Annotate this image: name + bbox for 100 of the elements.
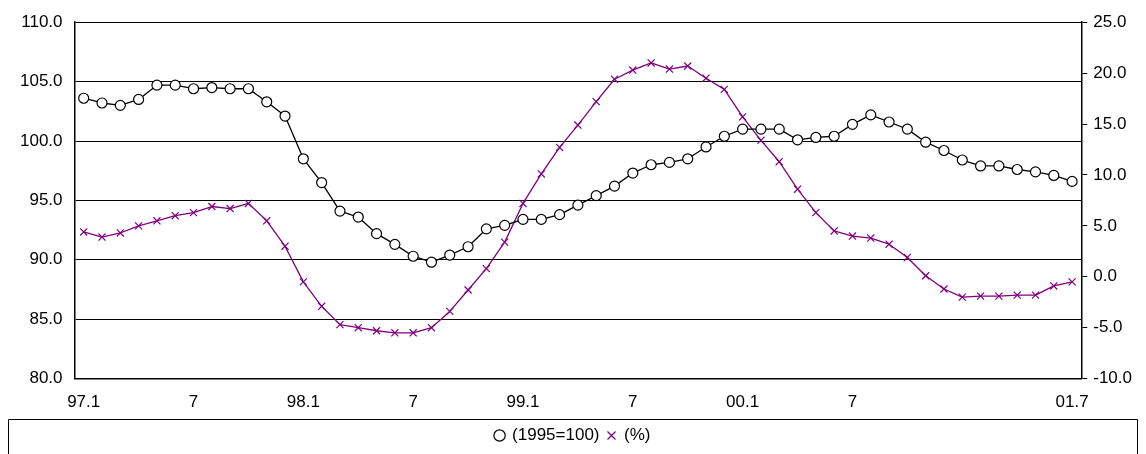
point [537,169,546,179]
point [407,250,419,262]
point [592,97,601,106]
y-tick-label: 90.0 [29,249,63,269]
point [920,136,932,148]
y2-tick-label: 5.0 [1093,215,1117,235]
point [866,233,875,243]
point [171,211,180,220]
point [225,204,235,213]
point [646,58,656,68]
point [500,238,509,247]
point [608,180,621,192]
point [114,99,126,111]
point [482,264,491,273]
point [738,112,747,122]
point [884,240,894,249]
point [152,216,162,225]
point [354,323,363,332]
point [974,160,987,172]
point [1031,290,1040,300]
point [1011,163,1023,176]
x-tick-label: 01.7 [1055,392,1089,412]
point [701,74,711,83]
point [883,116,895,128]
point [810,131,822,144]
point [939,284,949,294]
point [261,96,273,108]
point [78,92,90,104]
point [773,123,785,135]
y2-tick-label: -10.0 [1093,368,1132,388]
point [187,83,200,95]
point [316,176,328,189]
y-tick-label: 110.0 [21,11,63,31]
y-tick-label: 105.0 [19,71,63,91]
point [480,223,492,235]
point [700,141,712,153]
point [590,190,602,202]
point [116,228,125,238]
point [207,202,216,211]
x-tick-label: 00.1 [726,392,760,412]
point [976,291,985,301]
point [901,123,913,135]
point [994,291,1004,301]
point [956,154,968,166]
point [755,123,767,135]
point [573,120,583,130]
point [535,213,547,226]
y-tick-label: 80.0 [29,368,63,388]
point [683,61,692,71]
point [627,167,639,179]
point [427,323,436,332]
point [665,64,674,74]
point [389,238,401,250]
point [462,241,474,253]
point [865,109,877,121]
x-tick-label: 98.1 [286,392,320,412]
x-tick-label: 7 [408,392,418,412]
point [830,226,839,236]
x-tick-label: 99.1 [506,392,540,412]
point [370,228,383,240]
legend-label: (1995=100) [512,425,600,445]
point [409,328,418,337]
y-tick-label: 95.0 [29,190,63,210]
point [262,216,271,225]
point [645,159,657,171]
point [444,249,456,261]
point [663,156,676,168]
y-tick-label: 85.0 [29,308,63,328]
y-tick-label: 100.0 [19,130,63,150]
y2-tick-label: -5.0 [1093,317,1123,337]
point [610,75,619,84]
point [1029,166,1042,178]
y2-tick-label: 10.0 [1093,164,1127,184]
point [206,81,218,94]
point [463,285,473,295]
point [628,65,637,75]
y2-tick-label: 25.0 [1093,11,1127,31]
point [317,302,326,311]
point [848,231,857,241]
point [958,293,967,302]
x-tick-label: 7 [628,392,638,412]
point [775,157,784,166]
point [133,93,145,106]
point [572,199,584,211]
point [372,326,381,335]
point [1048,169,1060,182]
y2-tick-label: 0.0 [1093,266,1117,286]
point [425,256,438,268]
point [517,213,529,226]
point [811,208,820,217]
x-tick-label: 97.1 [67,392,101,412]
point [352,211,364,223]
point [299,277,308,286]
point [518,199,528,208]
point [1049,281,1058,291]
point [756,136,766,145]
point [280,242,290,251]
point [445,307,454,316]
point [720,85,729,94]
y2-tick-label: 20.0 [1093,62,1127,82]
